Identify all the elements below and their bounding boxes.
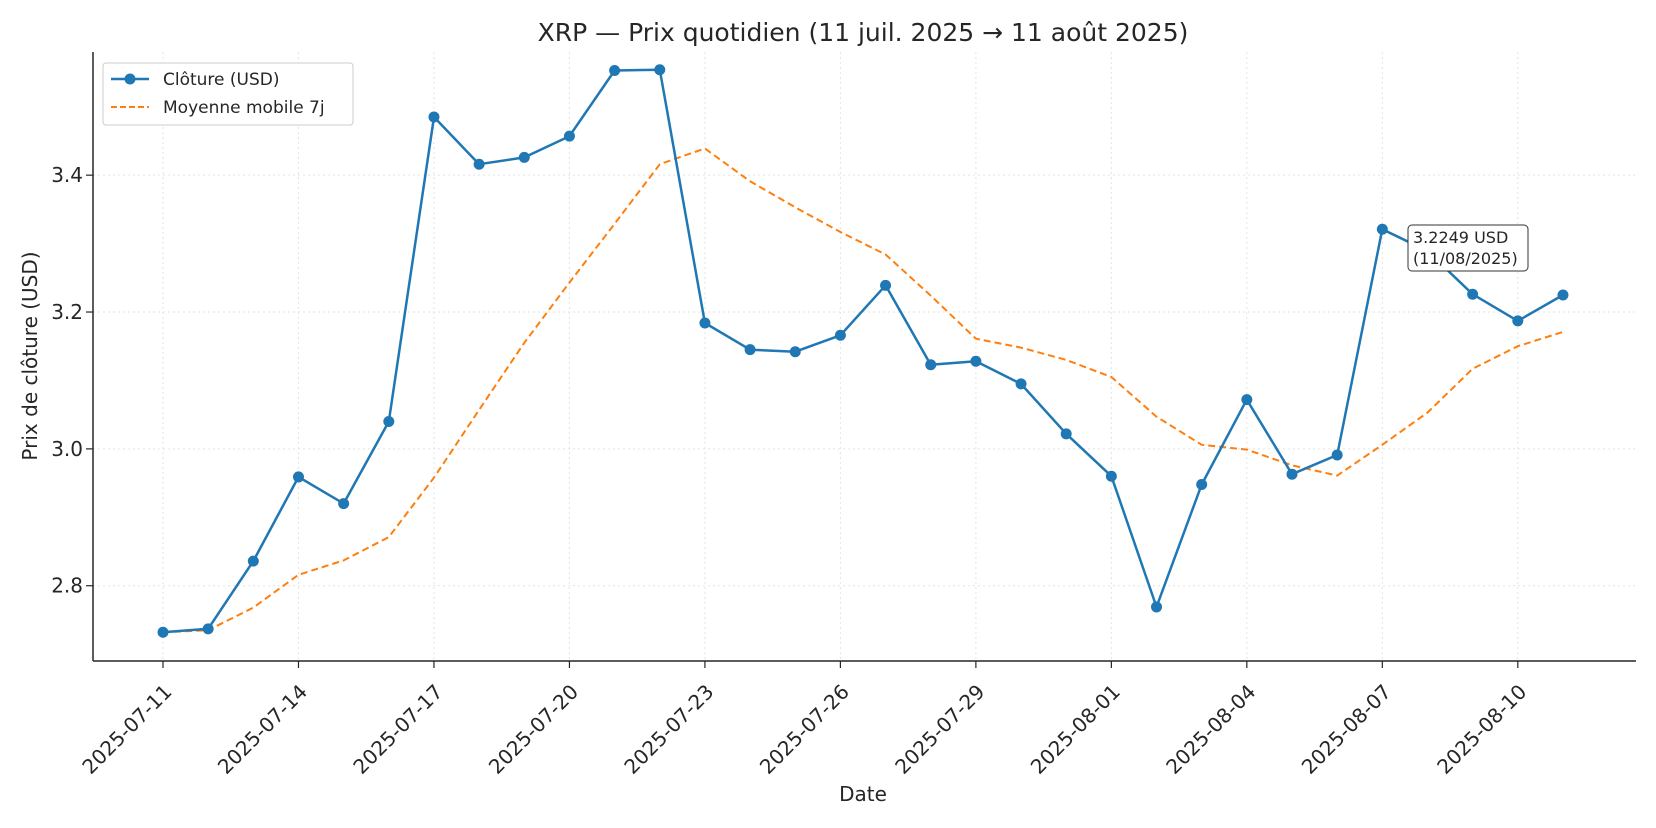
legend-ma-label: Moyenne mobile 7j bbox=[163, 98, 325, 118]
close-price-point bbox=[880, 279, 892, 291]
close-price-point bbox=[925, 359, 937, 371]
close-price-point bbox=[1060, 428, 1072, 440]
moving-average-line bbox=[162, 147, 1564, 634]
x-tick-label: 2025-08-10 bbox=[1432, 680, 1531, 779]
close-price-point bbox=[1286, 468, 1298, 480]
close-price-point bbox=[1331, 449, 1343, 461]
axes bbox=[92, 52, 1636, 662]
legend-close-marker bbox=[124, 73, 136, 85]
close-price-point bbox=[1015, 378, 1027, 390]
legend: Clôture (USD) Moyenne mobile 7j bbox=[102, 62, 354, 126]
y-tick-label: 3.2 bbox=[51, 300, 83, 324]
legend-close-label: Clôture (USD) bbox=[163, 70, 280, 90]
x-tick-label: 2025-07-29 bbox=[890, 680, 989, 779]
x-tick-label: 2025-07-14 bbox=[213, 680, 312, 779]
close-price-point bbox=[1557, 289, 1569, 301]
x-axis-label: Date bbox=[839, 782, 887, 806]
close-price-point bbox=[428, 111, 440, 123]
close-price-point bbox=[157, 626, 169, 638]
legend-box bbox=[102, 62, 354, 126]
close-price-point bbox=[338, 498, 350, 510]
grid bbox=[93, 52, 1636, 661]
close-price-point bbox=[1467, 288, 1479, 300]
chart-title: XRP — Prix quotidien (11 juil. 2025 → 11… bbox=[538, 18, 1189, 47]
close-price-point bbox=[609, 64, 621, 76]
y-axis-label: Prix de clôture (USD) bbox=[18, 251, 42, 460]
annotation: 3.2249 USD (11/08/2025) bbox=[1407, 224, 1529, 272]
ticks: 2025-07-11 2025-07-14 2025-07-17 2025-07-20… bbox=[51, 163, 1531, 779]
close-price-point bbox=[970, 355, 982, 367]
close-price-point bbox=[744, 344, 756, 356]
close-price-point bbox=[1151, 601, 1163, 613]
annotation-box bbox=[1407, 224, 1529, 272]
close-price-point bbox=[563, 130, 575, 142]
close-price-point bbox=[1196, 478, 1208, 490]
y-tick-label: 3.4 bbox=[51, 163, 83, 187]
close-price-point bbox=[789, 346, 801, 358]
y-tick-label: 3.0 bbox=[51, 437, 83, 461]
x-tick-label: 2025-07-26 bbox=[755, 680, 854, 779]
x-tick-label: 2025-07-20 bbox=[484, 680, 583, 779]
x-tick-label: 2025-08-01 bbox=[1026, 680, 1125, 779]
close-price-line bbox=[162, 68, 1564, 634]
close-price-point bbox=[1512, 315, 1524, 327]
close-price-point bbox=[699, 317, 711, 329]
close-price-point bbox=[1105, 470, 1117, 482]
series-layer bbox=[157, 64, 1569, 638]
close-price-point bbox=[292, 471, 304, 483]
close-price-point bbox=[383, 416, 395, 428]
annotation-value: 3.2249 USD bbox=[1413, 228, 1508, 247]
close-price-point bbox=[1376, 223, 1388, 235]
x-tick-label: 2025-08-07 bbox=[1297, 680, 1396, 779]
y-tick-label: 2.8 bbox=[51, 574, 83, 598]
x-tick-label: 2025-08-04 bbox=[1161, 680, 1260, 779]
close-price-point bbox=[1241, 394, 1253, 406]
close-price-point bbox=[834, 329, 846, 341]
x-tick-label: 2025-07-17 bbox=[348, 680, 447, 779]
x-tick-label: 2025-07-11 bbox=[77, 680, 176, 779]
close-price-point bbox=[473, 158, 485, 170]
annotation-date: (11/08/2025) bbox=[1413, 249, 1518, 268]
x-tick-label: 2025-07-23 bbox=[619, 680, 718, 779]
close-price-point bbox=[247, 555, 259, 567]
close-price-point bbox=[654, 64, 666, 76]
close-price-point bbox=[202, 623, 214, 635]
close-price-point bbox=[518, 151, 530, 163]
